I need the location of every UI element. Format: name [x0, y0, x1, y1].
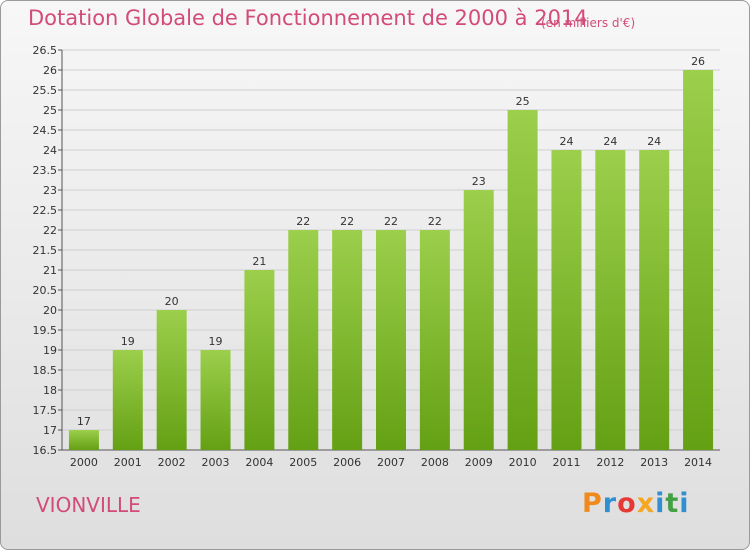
bar [419, 230, 450, 450]
y-tick-label: 23 [43, 184, 57, 197]
y-tick-label: 24 [43, 144, 57, 157]
x-tick-label: 2009 [465, 456, 493, 469]
data-label: 19 [209, 335, 223, 348]
y-tick-label: 26 [43, 64, 57, 77]
proxiti-logo: Proxiti [582, 488, 690, 519]
x-tick-labels: 2000 2001 2002 2003 2004 2005 2006 2007 2008 2009… [70, 456, 712, 469]
x-tick-label: 2007 [377, 456, 405, 469]
y-tick-label: 26.5 [33, 44, 58, 57]
bar [112, 350, 143, 450]
x-tick-label: 2006 [333, 456, 361, 469]
bar [332, 230, 363, 450]
x-tick-label: 2008 [421, 456, 449, 469]
x-tick-label: 2001 [114, 456, 142, 469]
x-tick-label: 2002 [158, 456, 186, 469]
x-tick-label: 2000 [70, 456, 98, 469]
data-label: 22 [296, 215, 310, 228]
x-tick-label: 2014 [684, 456, 712, 469]
data-label: 19 [121, 335, 135, 348]
data-label: 20 [165, 295, 179, 308]
data-label: 22 [340, 215, 354, 228]
y-tick-labels: 16.5 17 17.5 18 18.5 19 19.5 20 20.5 21 21.5 22 22.5… [33, 44, 58, 457]
y-tick-label: 20.5 [33, 284, 58, 297]
y-tick-label: 21.5 [33, 244, 58, 257]
bar [595, 150, 626, 450]
bar [288, 230, 319, 450]
y-tick-label: 17.5 [33, 404, 58, 417]
data-label: 26 [691, 55, 705, 68]
data-label: 24 [647, 135, 661, 148]
data-label: 24 [603, 135, 617, 148]
data-labels: 17 19 20 19 21 22 22 22 22 23 25 24 24 24 26 [77, 55, 705, 428]
x-tick-label: 2012 [596, 456, 624, 469]
data-label: 23 [472, 175, 486, 188]
bar [200, 350, 231, 450]
x-tick-label: 2003 [202, 456, 230, 469]
logo-letter: r [602, 488, 618, 519]
y-tick-label: 25.5 [33, 84, 58, 97]
y-tick-label: 20 [43, 304, 57, 317]
y-tick-label: 24.5 [33, 124, 58, 137]
bar [68, 430, 99, 450]
x-tick-label: 2004 [245, 456, 273, 469]
bar [376, 230, 406, 450]
y-tick-label: 23.5 [33, 164, 58, 177]
x-tick-label: 2005 [289, 456, 317, 469]
y-tick-label: 22.5 [33, 204, 58, 217]
y-tick-label: 21 [43, 264, 57, 277]
data-label: 17 [77, 415, 91, 428]
y-tick-label: 18.5 [33, 364, 58, 377]
y-tick-label: 19.5 [33, 324, 58, 337]
bar [244, 270, 275, 450]
logo-letter: i [679, 488, 690, 519]
bar [551, 150, 582, 450]
x-tick-label: 2013 [640, 456, 668, 469]
logo-letter: i [655, 488, 666, 519]
x-tick-label: 2011 [552, 456, 580, 469]
y-tick-label: 19 [43, 344, 57, 357]
commune-name: VIONVILLE [36, 493, 141, 517]
bar [156, 310, 187, 450]
y-tick-label: 25 [43, 104, 57, 117]
logo-letter: x [636, 488, 656, 519]
bar [463, 190, 494, 450]
chart-subtitle: (en milliers d'€) [541, 16, 636, 30]
logo-letter: P [582, 488, 603, 519]
y-tick-label: 16.5 [33, 444, 58, 457]
data-label: 24 [559, 135, 573, 148]
logo-letter: o [617, 488, 637, 519]
data-label: 22 [428, 215, 442, 228]
bars [68, 70, 714, 450]
y-tick-label: 18 [43, 384, 57, 397]
bar [507, 110, 538, 450]
data-label: 22 [384, 215, 398, 228]
chart-title: Dotation Globale de Fonctionnement de 20… [28, 6, 588, 30]
data-label: 21 [252, 255, 266, 268]
bar [683, 70, 714, 450]
y-tick-label: 22 [43, 224, 57, 237]
logo-letter: t [665, 488, 680, 519]
bar [639, 150, 670, 450]
y-tick-label: 17 [43, 424, 57, 437]
x-tick-label: 2010 [509, 456, 537, 469]
data-label: 25 [516, 95, 530, 108]
